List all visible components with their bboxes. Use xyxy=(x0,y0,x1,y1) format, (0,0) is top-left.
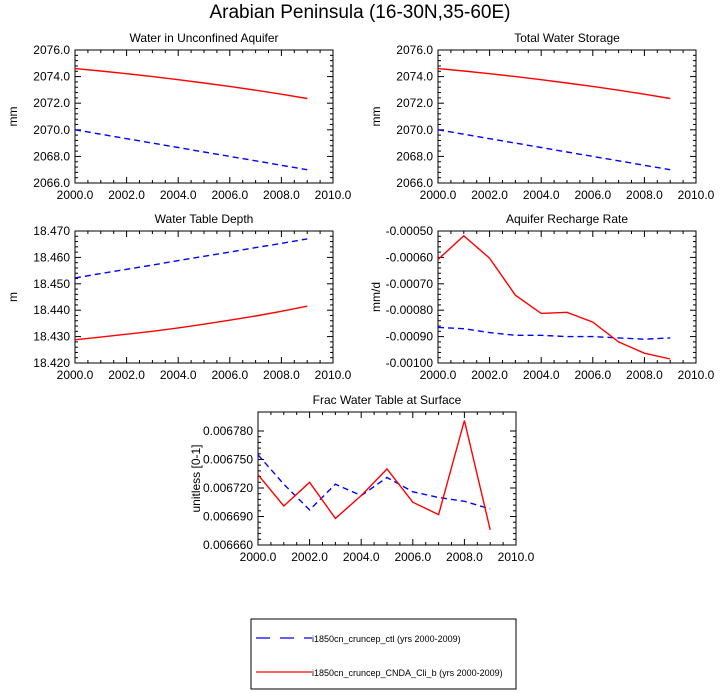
y-axis-label: unitless [0-1] xyxy=(189,444,203,512)
plot-frame xyxy=(74,230,334,364)
x-tick-label: 2002.0 xyxy=(291,550,328,564)
series-line-exp xyxy=(257,420,491,530)
y-tick-label: 18.440 xyxy=(33,303,70,317)
x-tick-label: 2004.0 xyxy=(523,188,560,202)
y-axis-label: mm xyxy=(369,107,383,127)
x-tick-label: 2000.0 xyxy=(240,550,277,564)
x-tick-label: 2010.0 xyxy=(315,368,352,382)
panel-title: Total Water Storage xyxy=(514,31,620,45)
legend-label-exp: i1850cn_cruncep_CNDA_Cli_b (yrs 2000-200… xyxy=(312,668,503,678)
panel-title: Water Table Depth xyxy=(155,212,254,226)
y-tick-label: 2072.0 xyxy=(396,96,433,110)
y-axis-label: mm/d xyxy=(369,282,383,312)
legend: i1850cn_cruncep_ctl (yrs 2000-2009) i185… xyxy=(250,618,517,690)
plot-frame xyxy=(257,411,517,546)
x-tick-label: 2002.0 xyxy=(108,368,145,382)
y-tick-label: -0.00080 xyxy=(386,303,434,317)
chart-panel-water-unconfined-aquifer: Water in Unconfined Aquifer mm 2000.0 2002.… xyxy=(6,31,352,202)
chart-panel-water-table-depth: Water Table Depth m 2000.0 2002.0 2004.0 2006… xyxy=(6,212,352,382)
y-tick-label: 0.006660 xyxy=(203,538,253,552)
y-tick-label: 2074.0 xyxy=(396,70,433,84)
y-tick-label: 2070.0 xyxy=(396,123,433,137)
y-tick-label: 18.450 xyxy=(33,277,70,291)
x-tick-label: 2008.0 xyxy=(263,188,300,202)
y-tick-label: 2066.0 xyxy=(396,176,433,190)
y-tick-label: 2076.0 xyxy=(396,43,433,57)
series-line-ctl xyxy=(257,454,491,511)
y-tick-label: 18.470 xyxy=(33,224,70,238)
x-tick-label: 2006.0 xyxy=(574,188,611,202)
x-tick-label: 2000.0 xyxy=(420,368,457,382)
x-tick-label: 2000.0 xyxy=(57,368,94,382)
x-tick-label: 2004.0 xyxy=(523,368,560,382)
x-tick-label: 2004.0 xyxy=(160,188,197,202)
x-tick-label: 2006.0 xyxy=(394,550,431,564)
series-line-exp xyxy=(74,67,308,100)
x-tick-label: 2004.0 xyxy=(160,368,197,382)
x-tick-label: 2002.0 xyxy=(471,188,508,202)
x-tick-label: 2010.0 xyxy=(498,550,535,564)
panel-title: Aquifer Recharge Rate xyxy=(506,212,628,226)
y-tick-label: 2072.0 xyxy=(33,96,70,110)
x-tick-label: 2006.0 xyxy=(211,368,248,382)
x-tick-label: 2010.0 xyxy=(315,188,352,202)
plot-frame xyxy=(437,230,697,364)
y-tick-label: -0.00100 xyxy=(386,356,434,370)
x-tick-label: 2010.0 xyxy=(678,188,715,202)
legend-label-ctl: i1850cn_cruncep_ctl (yrs 2000-2009) xyxy=(312,634,461,644)
plot-frame xyxy=(437,49,697,184)
x-tick-label: 2006.0 xyxy=(211,188,248,202)
y-tick-label: 0.006780 xyxy=(203,424,253,438)
x-tick-label: 2008.0 xyxy=(446,550,483,564)
x-tick-label: 2004.0 xyxy=(343,550,380,564)
series-line-exp xyxy=(437,234,671,360)
x-tick-label: 2002.0 xyxy=(471,368,508,382)
y-tick-label: -0.00070 xyxy=(386,277,434,291)
y-axis-label: mm xyxy=(6,107,20,127)
series-line-exp xyxy=(74,305,308,341)
y-tick-label: 0.006750 xyxy=(203,453,253,467)
y-axis-label: m xyxy=(6,292,20,302)
x-tick-label: 2000.0 xyxy=(57,188,94,202)
y-tick-label: 2066.0 xyxy=(33,176,70,190)
series-line-ctl xyxy=(74,129,308,171)
y-tick-label: 2074.0 xyxy=(33,70,70,84)
y-tick-label: 18.430 xyxy=(33,330,70,344)
y-tick-label: 18.460 xyxy=(33,250,70,264)
y-tick-label: -0.00050 xyxy=(386,224,434,238)
y-tick-label: 0.006720 xyxy=(203,481,253,495)
panel-title: Water in Unconfined Aquifer xyxy=(130,31,279,45)
figure-title: Arabian Peninsula (16-30N,35-60E) xyxy=(209,2,510,23)
plot-frame xyxy=(74,49,334,184)
legend-box xyxy=(250,618,517,690)
chart-panel-total-water-storage: Total Water Storage mm 2000.0 2002.0 2004.0 2… xyxy=(369,31,715,202)
y-tick-label: 2068.0 xyxy=(396,149,433,163)
series-line-ctl xyxy=(437,326,671,340)
x-tick-label: 2010.0 xyxy=(678,368,715,382)
x-tick-label: 2000.0 xyxy=(420,188,457,202)
x-tick-label: 2006.0 xyxy=(574,368,611,382)
chart-panel-frac-water-table: Frac Water Table at Surface unitless [0-1… xyxy=(189,393,535,564)
x-tick-label: 2008.0 xyxy=(626,368,663,382)
x-tick-label: 2008.0 xyxy=(626,188,663,202)
y-tick-label: 18.420 xyxy=(33,356,70,370)
y-tick-label: 2070.0 xyxy=(33,123,70,137)
x-tick-label: 2002.0 xyxy=(108,188,145,202)
chart-panel-aquifer-recharge-rate: Aquifer Recharge Rate mm/d 2000.0 2002.0 200… xyxy=(369,212,715,382)
y-tick-label: 0.006690 xyxy=(203,510,253,524)
y-tick-label: -0.00060 xyxy=(386,250,434,264)
series-line-ctl xyxy=(74,238,308,279)
series-line-exp xyxy=(437,67,671,100)
y-tick-label: 2076.0 xyxy=(33,43,70,57)
series-line-ctl xyxy=(437,129,671,171)
y-tick-label: 2068.0 xyxy=(33,149,70,163)
y-tick-label: -0.00090 xyxy=(386,330,434,344)
panel-title: Frac Water Table at Surface xyxy=(313,393,462,407)
x-tick-label: 2008.0 xyxy=(263,368,300,382)
